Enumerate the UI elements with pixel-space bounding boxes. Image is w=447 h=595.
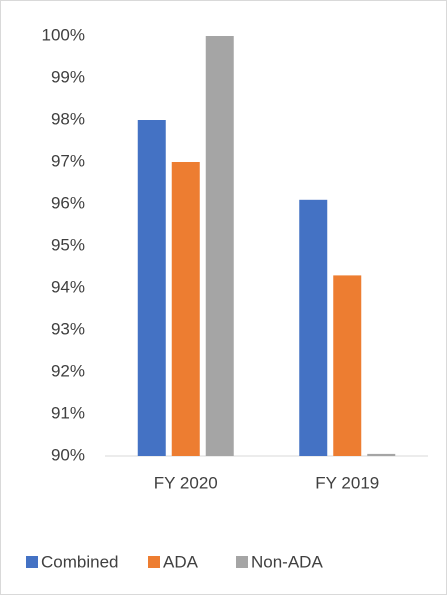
- legend-label: Combined: [41, 552, 119, 571]
- legend-label: ADA: [163, 552, 199, 571]
- y-tick-label: 99%: [51, 67, 85, 86]
- y-tick-label: 98%: [51, 109, 85, 128]
- x-tick-label: FY 2019: [315, 473, 379, 492]
- bar: [333, 275, 362, 456]
- bar: [137, 120, 166, 456]
- y-tick-label: 100%: [42, 25, 85, 44]
- bar: [367, 453, 396, 456]
- bar: [171, 162, 200, 456]
- y-tick-label: 90%: [51, 445, 85, 464]
- y-tick-label: 95%: [51, 235, 85, 254]
- legend-swatch: [26, 556, 38, 568]
- y-tick-label: 97%: [51, 151, 85, 170]
- y-tick-label: 91%: [51, 403, 85, 422]
- legend-label: Non-ADA: [251, 552, 323, 571]
- x-tick-label: FY 2020: [154, 473, 218, 492]
- y-tick-label: 96%: [51, 193, 85, 212]
- bar: [299, 199, 328, 457]
- bar: [205, 36, 234, 456]
- legend-swatch: [148, 556, 160, 568]
- y-tick-label: 94%: [51, 277, 85, 296]
- y-tick-label: 93%: [51, 319, 85, 338]
- legend-swatch: [236, 556, 248, 568]
- y-tick-label: 92%: [51, 361, 85, 380]
